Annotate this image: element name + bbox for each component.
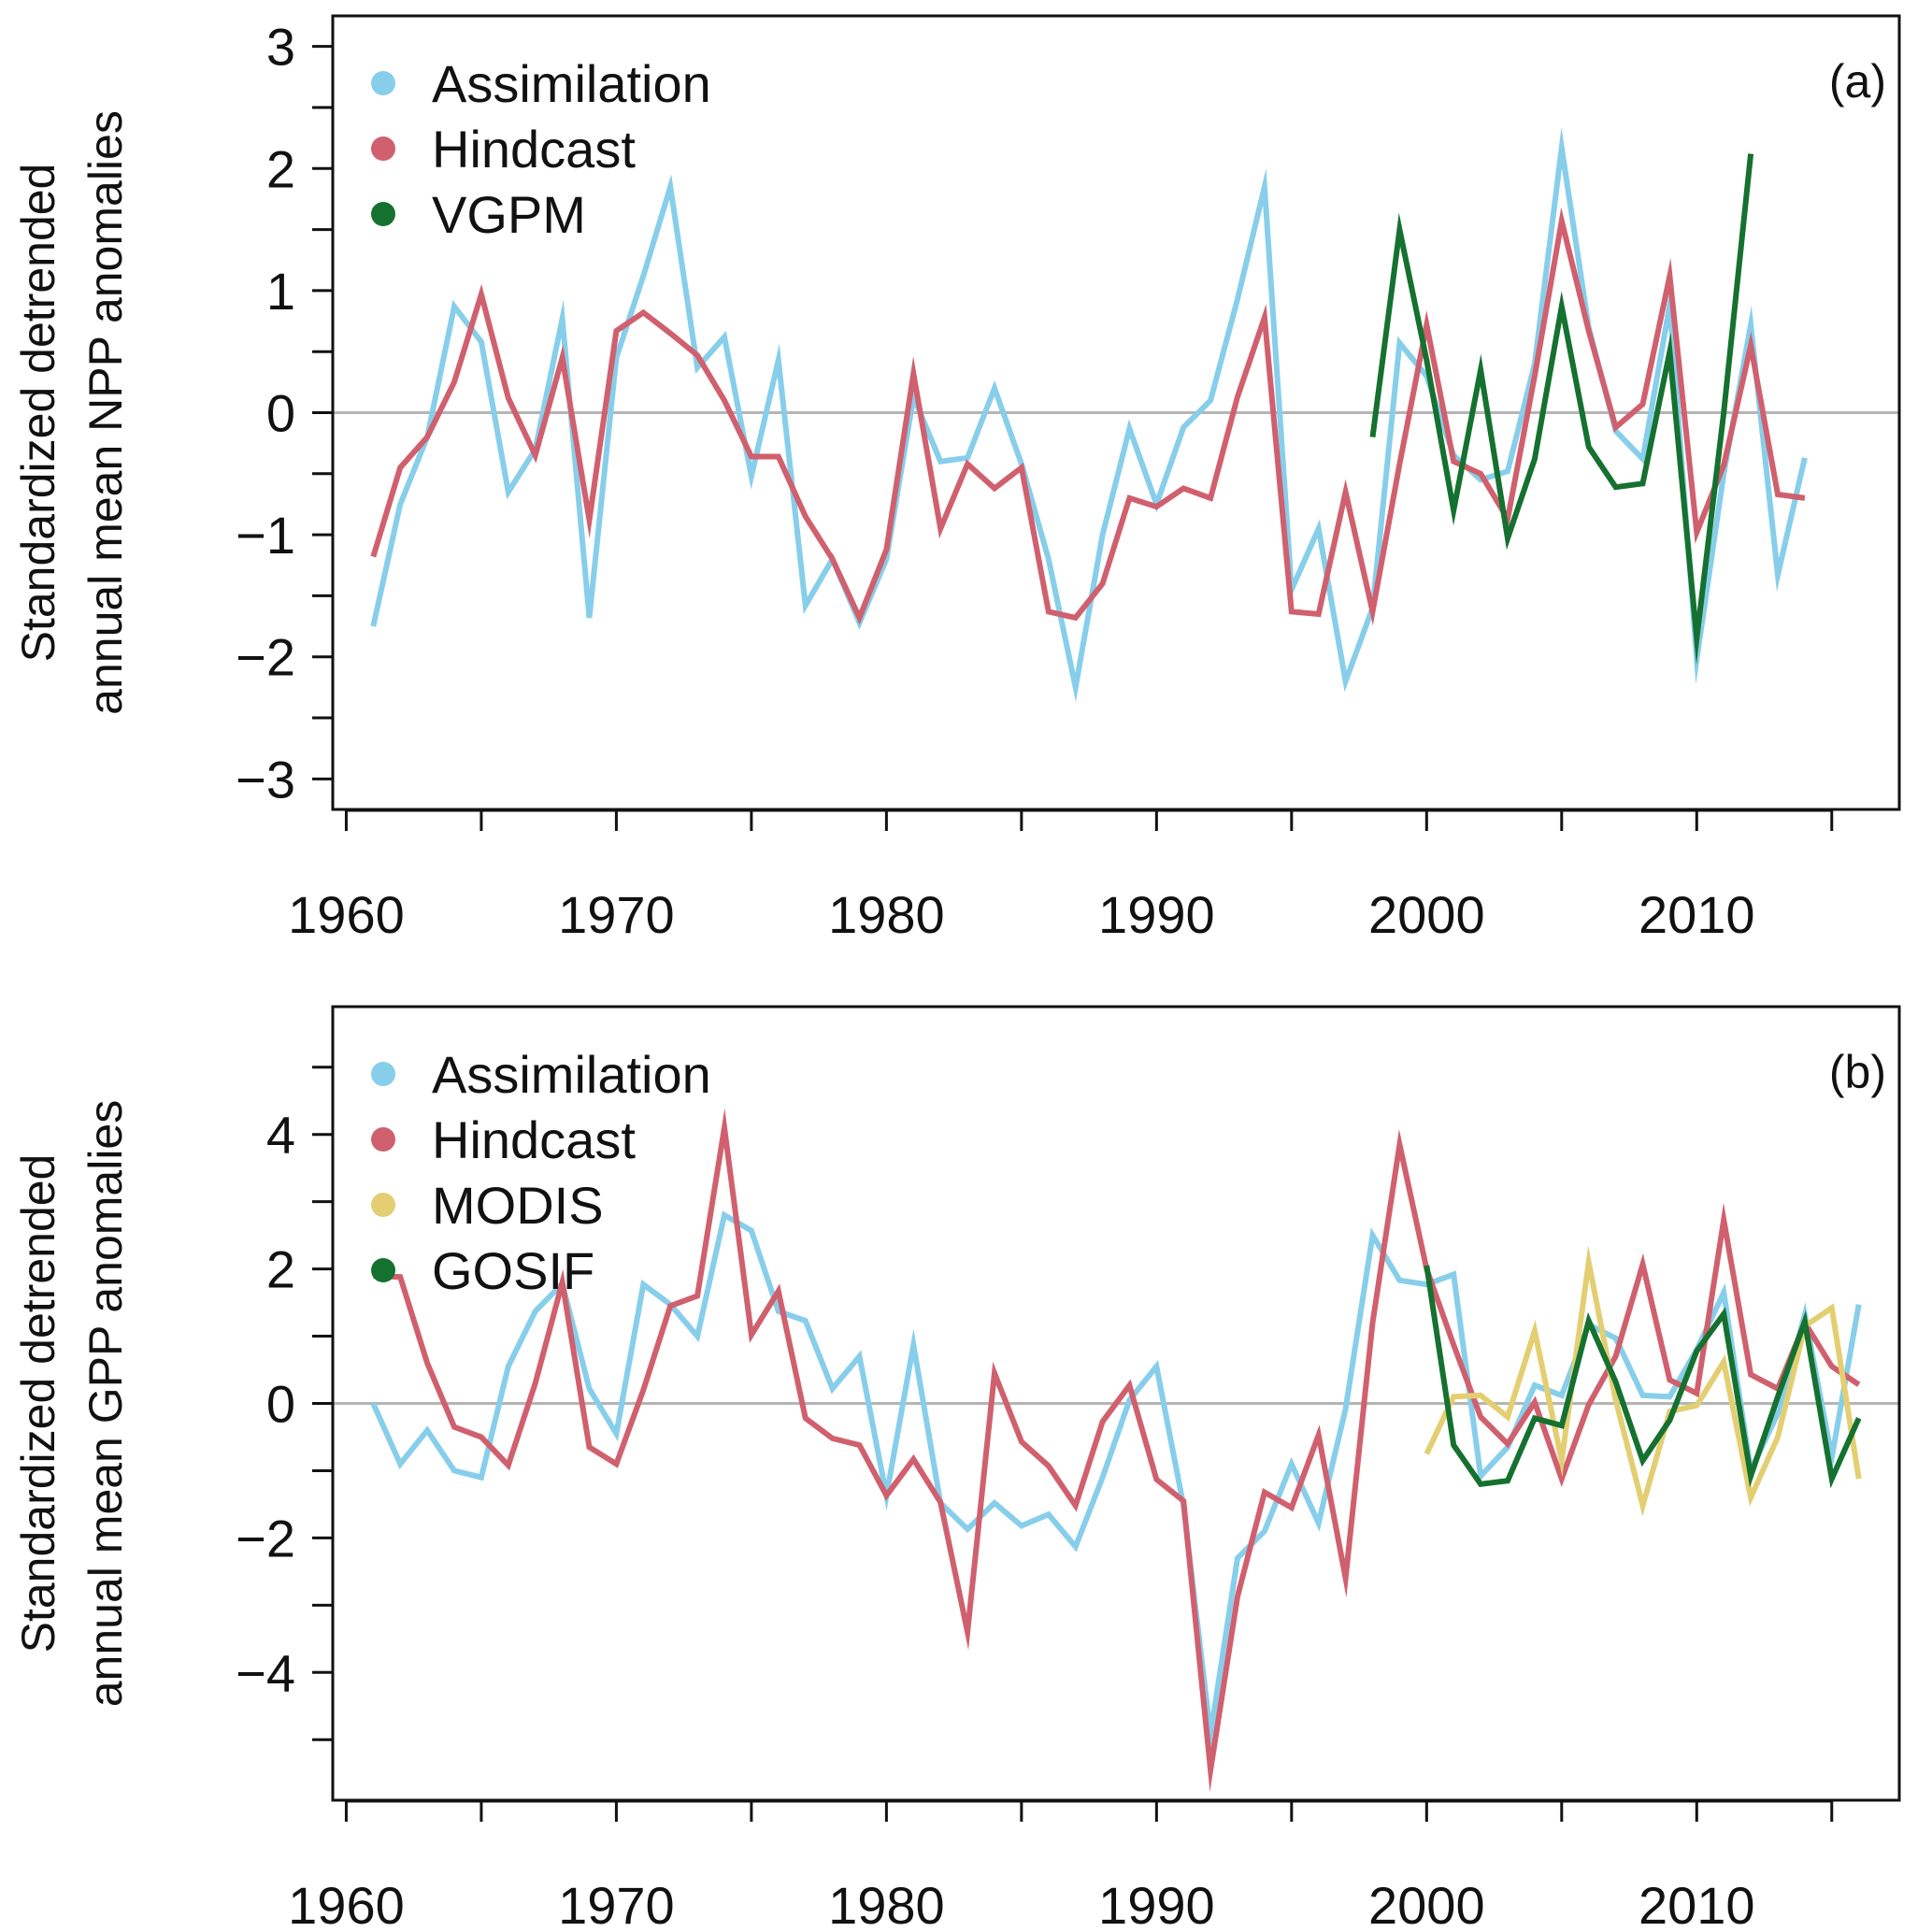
x-tick-label: 2000 (1368, 885, 1485, 944)
series-line-assimilation (370, 1210, 1862, 1755)
series-line-assimilation (370, 127, 1808, 703)
series-line-modis (1424, 1245, 1862, 1517)
y-axis-label-line1: Standardized detrended (12, 1154, 64, 1653)
y-tick-label: −2 (236, 628, 295, 687)
y-tick-label: 4 (266, 1106, 295, 1165)
legend-marker-hindcast (371, 1127, 395, 1152)
legend-marker-assimilation (371, 1062, 395, 1086)
x-tick-label: 1960 (288, 1876, 405, 1932)
legend: Assimilation Hindcast VGPM (371, 54, 711, 244)
legend-marker-hindcast (371, 136, 395, 161)
y-tick-label: −4 (236, 1643, 295, 1702)
x-tick-label: 1970 (558, 1876, 675, 1932)
legend: Assimilation Hindcast MODIS GOSIF (371, 1045, 711, 1300)
x-tick-label: 1970 (558, 885, 675, 944)
x-tick-label: 2010 (1639, 1876, 1755, 1932)
y-tick-label: −1 (236, 506, 295, 565)
x-tick-label: 1960 (288, 885, 405, 944)
y-tick-label: −3 (236, 750, 295, 809)
y-tick-label: 0 (266, 1375, 295, 1434)
legend-label-modis: MODIS (432, 1176, 604, 1235)
panel-tag: (a) (1829, 55, 1886, 107)
legend-label-hindcast: Hindcast (432, 120, 636, 179)
y-axis-label-line2: annual mean NPP anomalies (79, 110, 132, 715)
x-tick-label: 1990 (1098, 1876, 1215, 1932)
x-tick-label: 1990 (1098, 885, 1215, 944)
legend-marker-modis (371, 1193, 395, 1217)
series-line-vgpm (1369, 153, 1754, 665)
legend-label-assimilation: Assimilation (432, 54, 711, 113)
legend-marker-gosif (371, 1258, 395, 1282)
series-line-gosif (1424, 1265, 1862, 1489)
legend-label-gosif: GOSIF (432, 1241, 594, 1300)
y-tick-label: 1 (266, 262, 295, 321)
x-tick-label: 2010 (1639, 885, 1755, 944)
x-tick-label: 2000 (1368, 1876, 1485, 1932)
legend-label-hindcast: Hindcast (432, 1110, 636, 1169)
y-axis-label-line1: Standardized detrended (12, 164, 64, 663)
y-tick-label: 0 (266, 384, 295, 443)
panel-b-gpp: −4 −2 0 2 4 1960 1970 1980 1990 2000 2010 Standardi… (12, 1005, 1901, 1932)
legend-label-assimilation: Assimilation (432, 1045, 711, 1104)
y-tick-label: 3 (266, 18, 295, 77)
x-tick-label: 1980 (828, 1876, 945, 1932)
legend-label-vgpm: VGPM (432, 185, 586, 244)
series-line-hindcast (370, 207, 1806, 626)
x-tick-label: 1980 (828, 885, 945, 944)
y-axis-label-line2: annual mean GPP anomalies (79, 1100, 132, 1708)
panel-a-npp: −3 −2 −1 0 1 2 3 1960 1970 1980 1990 2000 2010 Standa… (12, 14, 1901, 944)
legend-marker-assimilation (371, 71, 395, 95)
y-tick-label: 2 (266, 139, 295, 198)
y-tick-label: 2 (266, 1240, 295, 1299)
panel-tag: (b) (1829, 1046, 1886, 1098)
legend-marker-vgpm (371, 202, 395, 226)
y-tick-label: −2 (236, 1509, 295, 1567)
